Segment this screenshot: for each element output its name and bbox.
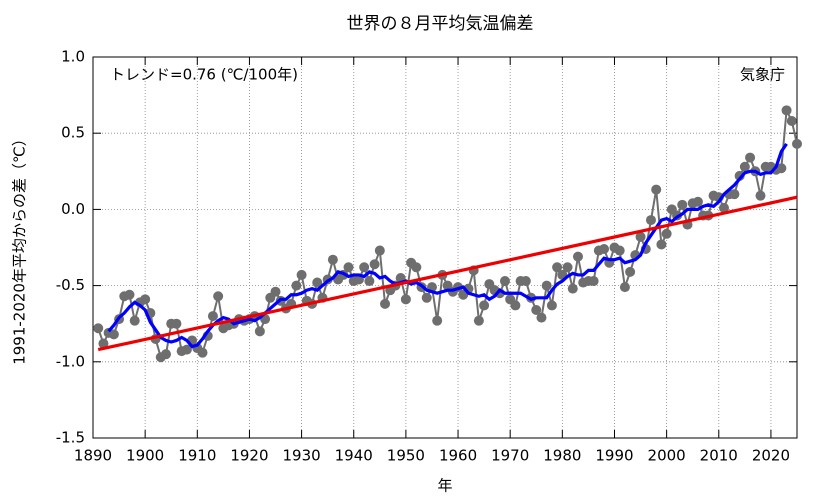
data-point (181, 344, 192, 355)
data-point (364, 276, 375, 287)
data-point (380, 298, 391, 309)
smoothed-line (107, 142, 788, 349)
x-tick-label: 2010 (700, 447, 738, 465)
data-point (562, 262, 573, 273)
data-point (614, 245, 625, 256)
data-point (781, 105, 792, 116)
data-point (619, 282, 630, 293)
x-tick-label: 1890 (74, 447, 112, 465)
trend-line (97, 195, 798, 352)
y-tick-label: -1.5 (56, 429, 85, 447)
data-point (207, 311, 218, 322)
data-point (343, 262, 354, 273)
data-point (140, 294, 151, 305)
data-point (520, 276, 531, 287)
data-point (656, 239, 667, 250)
data-point (421, 292, 432, 303)
data-point (718, 202, 729, 213)
data-point (786, 116, 797, 127)
data-point (161, 349, 172, 360)
data-point (510, 300, 521, 311)
data-point (546, 300, 557, 311)
x-tick-label: 1920 (230, 447, 268, 465)
data-point (755, 190, 766, 201)
x-tick-label: 2000 (648, 447, 686, 465)
x-tick-label: 1960 (439, 447, 477, 465)
data-point (473, 315, 484, 326)
data-point (327, 254, 338, 265)
data-point (677, 199, 688, 210)
data-point (374, 245, 385, 256)
y-tick-label: -0.5 (56, 276, 85, 294)
data-point (499, 276, 510, 287)
data-point (291, 280, 302, 291)
data-point (400, 294, 411, 305)
y-tick-label: -1.0 (56, 352, 85, 370)
data-point (108, 329, 119, 340)
x-tick-label: 1930 (282, 447, 320, 465)
y-tick-label: 0.5 (61, 124, 85, 142)
x-tick-label: 1950 (387, 447, 425, 465)
y-tick-label: 0.0 (61, 200, 85, 218)
x-tick-label: 2020 (752, 447, 790, 465)
data-point (479, 300, 490, 311)
data-point (625, 266, 636, 277)
data-point (552, 262, 563, 273)
data-point (692, 196, 703, 207)
data-point (296, 269, 307, 280)
data-point (635, 231, 646, 242)
data-point (312, 277, 323, 288)
data-point (739, 161, 750, 172)
data-point (588, 276, 599, 287)
source-annotation: 気象庁 (740, 66, 785, 84)
data-point (432, 315, 443, 326)
data-point (745, 152, 756, 163)
x-tick-label: 1940 (335, 447, 373, 465)
data-point (213, 291, 224, 302)
data-point (197, 347, 208, 358)
plot-frame (92, 56, 798, 439)
data-point (254, 326, 265, 337)
data-point (661, 228, 672, 239)
chart-title: 世界の８月平均気温偏差 (347, 14, 534, 34)
data-point (572, 251, 583, 262)
data-point (776, 163, 787, 174)
data-point (411, 262, 422, 273)
data-point (599, 244, 610, 255)
data-point (98, 338, 109, 349)
data-point (129, 315, 140, 326)
data-point (645, 215, 656, 226)
data-point (651, 184, 662, 195)
trend-annotation: トレンド=0.76 (℃/100年) (110, 66, 298, 84)
y-tick-label: 1.0 (61, 48, 85, 66)
data-point (369, 259, 380, 270)
data-line (97, 106, 798, 359)
x-tick-label: 1990 (595, 447, 633, 465)
x-axis-label: 年 (437, 477, 452, 495)
data-point (359, 262, 370, 273)
data-point (541, 280, 552, 291)
data-point (531, 304, 542, 315)
data-point (124, 289, 135, 300)
x-tick-label: 1910 (178, 447, 216, 465)
data-point (536, 312, 547, 323)
data-point (270, 286, 281, 297)
x-tick-label: 1900 (126, 447, 164, 465)
data-point (792, 138, 802, 149)
data-point (729, 189, 740, 200)
x-tick-label: 1980 (543, 447, 581, 465)
y-axis-label: 1991-2020年平均からの差（℃） (11, 131, 29, 365)
data-point (93, 323, 104, 334)
x-tick-label: 1970 (491, 447, 529, 465)
data-point (171, 318, 182, 329)
data-point (567, 283, 578, 294)
